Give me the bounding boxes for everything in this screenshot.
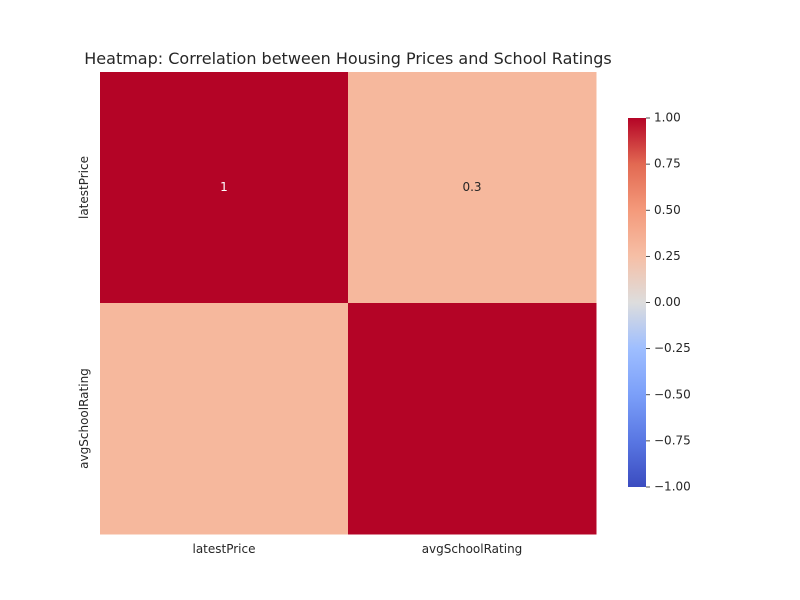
cell-value-label: 1 bbox=[220, 180, 228, 194]
heatmap-cell-avgSchoolRating-latestPrice bbox=[100, 303, 349, 535]
chart-title: Heatmap: Correlation between Housing Pri… bbox=[84, 49, 611, 68]
x-tick-label: latestPrice bbox=[192, 542, 255, 556]
colorbar bbox=[628, 118, 646, 487]
colorbar-tick-label: 0.50 bbox=[654, 203, 681, 217]
x-tick-label: avgSchoolRating bbox=[422, 542, 523, 556]
x-axis-tick-labels: latestPrice avgSchoolRating bbox=[192, 542, 522, 556]
y-tick-label: avgSchoolRating bbox=[77, 368, 91, 469]
colorbar-tick-label: −0.75 bbox=[654, 433, 691, 447]
colorbar-tick-label: 1.00 bbox=[654, 111, 681, 125]
colorbar-ticks: 1.00 0.75 0.50 0.25 0.00 −0.25 −0.50 −0.75 −1.00 bbox=[646, 111, 691, 494]
heatmap-cell-latestPrice-latestPrice bbox=[100, 72, 349, 304]
heatmap-cell-labels: 1 0.3 bbox=[220, 180, 481, 194]
y-tick-label: latestPrice bbox=[77, 156, 91, 219]
colorbar-tick-label: −1.00 bbox=[654, 480, 691, 494]
colorbar-tick-label: 0.75 bbox=[654, 157, 681, 171]
colorbar-tick-label: −0.25 bbox=[654, 341, 691, 355]
heatmap-cell-avgSchoolRating-avgSchoolRating bbox=[348, 303, 597, 535]
cell-value-label: 0.3 bbox=[462, 180, 481, 194]
y-axis-tick-labels: latestPrice avgSchoolRating bbox=[77, 156, 91, 469]
colorbar-tick-label: 0.25 bbox=[654, 249, 681, 263]
colorbar-tick-label: 0.00 bbox=[654, 295, 681, 309]
heatmap-cell-latestPrice-avgSchoolRating bbox=[348, 72, 597, 304]
heatmap-cells bbox=[100, 72, 597, 535]
colorbar-tick-label: −0.50 bbox=[654, 387, 691, 401]
